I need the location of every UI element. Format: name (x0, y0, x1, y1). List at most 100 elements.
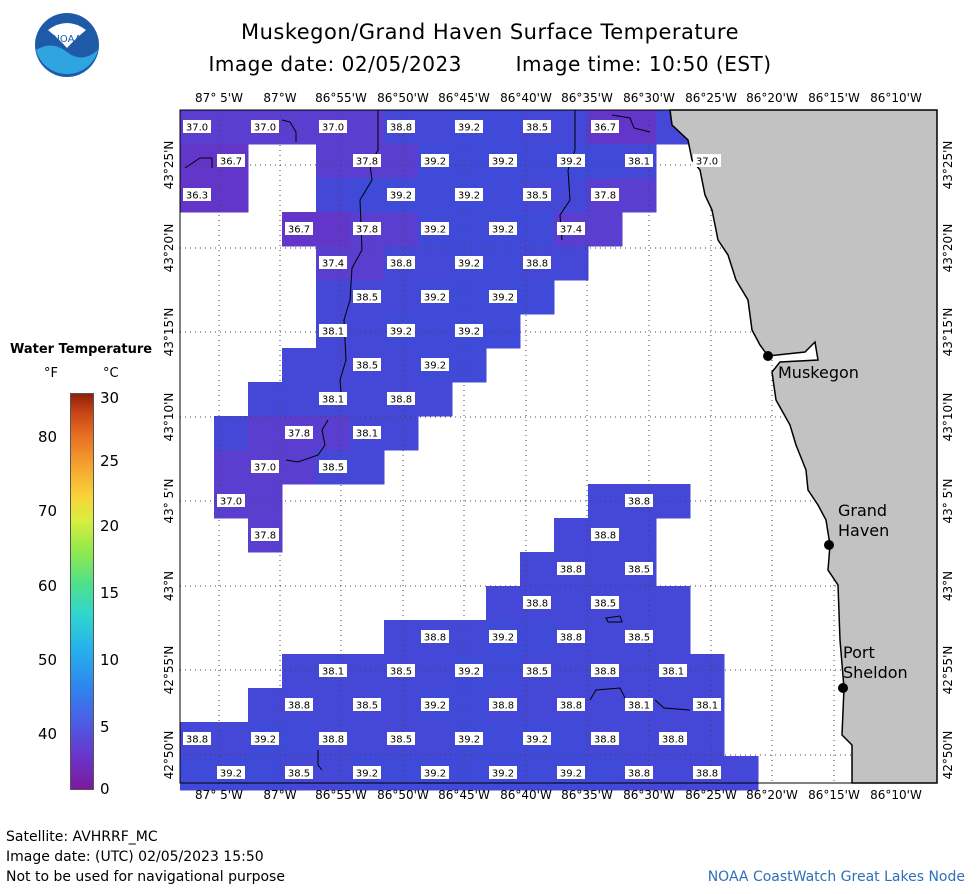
water-temperature-field (180, 110, 759, 791)
temperature-value: 39.2 (220, 769, 242, 780)
temperature-value: 38.1 (322, 327, 344, 338)
water-cell (214, 178, 249, 213)
longitude-label: 86°45'W (438, 788, 490, 802)
water-cell (554, 110, 589, 145)
water-cell (588, 144, 623, 179)
water-cell (554, 178, 589, 213)
temperature-label-box (557, 766, 585, 779)
water-cell (384, 280, 419, 315)
map-frame (179, 109, 938, 784)
water-cell (452, 756, 487, 791)
water-cell (384, 620, 419, 655)
water-cell (384, 348, 419, 383)
latitude-label: 43° 5'N (162, 479, 176, 524)
temperature-label-box (353, 698, 381, 711)
water-cell (452, 280, 487, 315)
water-cell (452, 144, 487, 179)
temperature-label-box (387, 256, 415, 269)
water-cell (384, 212, 419, 247)
footer-satellite: Satellite: AVHRRF_MC (6, 829, 158, 845)
temperature-label-box (591, 732, 619, 745)
water-cell (248, 756, 283, 791)
temperature-value: 38.5 (526, 667, 548, 678)
water-cell (248, 416, 283, 451)
temperature-label-box (557, 698, 585, 711)
temperature-value: 39.2 (560, 157, 582, 168)
temperature-label-box (659, 664, 687, 677)
water-cell (350, 178, 385, 213)
temperature-value: 37.0 (254, 463, 276, 474)
longitude-label: 87°W (263, 91, 296, 105)
temperature-value: 38.5 (526, 191, 548, 202)
temperature-label-box (591, 664, 619, 677)
longitude-label: 86°10'W (870, 788, 922, 802)
temperature-label-box (455, 120, 483, 133)
temperature-label-box (319, 664, 347, 677)
water-cell (316, 688, 351, 723)
temperature-label-box (625, 494, 653, 507)
temperature-label-box (523, 188, 551, 201)
temperature-value: 38.5 (628, 565, 650, 576)
legend-c-tick: 5 (100, 718, 110, 736)
water-cell (350, 450, 385, 485)
temperature-label-box (489, 630, 517, 643)
city-markers: Muskegon Grand Haven Port Sheldon (763, 351, 908, 693)
longitude-label: 86°25'W (685, 788, 737, 802)
temperature-label-box (183, 120, 211, 133)
water-cell (350, 314, 385, 349)
water-cell (418, 382, 453, 417)
legend-title: Water Temperature (10, 342, 153, 357)
water-cell (282, 654, 317, 689)
temperature-value: 38.8 (628, 769, 650, 780)
temperature-label-box (353, 154, 381, 167)
longitude-label: 86°50'W (377, 91, 429, 105)
temperature-label-box (387, 732, 415, 745)
latitude-label: 42°55'N (941, 646, 955, 695)
water-cell (690, 722, 725, 757)
water-cell (418, 654, 453, 689)
temperature-label-box (591, 188, 619, 201)
water-cell (588, 620, 623, 655)
water-cell (350, 110, 385, 145)
water-cell (622, 654, 657, 689)
temperature-label-box (557, 222, 585, 235)
latitude-label: 43°25'N (941, 141, 955, 190)
temperature-value: 39.2 (492, 157, 514, 168)
temperature-label-box (489, 222, 517, 235)
water-cell (248, 382, 283, 417)
temperature-label-box (353, 290, 381, 303)
temperature-label-box (455, 664, 483, 677)
temperature-label-box (251, 732, 279, 745)
legend-f-tick: 50 (38, 651, 58, 669)
water-cell (690, 654, 725, 689)
water-cell (418, 246, 453, 281)
water-cell (384, 144, 419, 179)
water-cell (180, 756, 215, 791)
temperature-label-box (319, 392, 347, 405)
water-cell (520, 212, 555, 247)
temperature-value: 38.8 (560, 701, 582, 712)
temperature-value: 38.1 (696, 701, 718, 712)
temperature-value: 39.2 (424, 157, 446, 168)
temperature-value: 39.2 (424, 769, 446, 780)
temperature-label-box (421, 154, 449, 167)
city-port-sheldon-line1: Port (843, 643, 875, 662)
temperature-label-box (183, 732, 211, 745)
temperature-label-box (285, 426, 313, 439)
temperature-value: 38.5 (526, 123, 548, 134)
temperature-label-box (319, 256, 347, 269)
temperature-value: 37.4 (322, 259, 344, 270)
muskegon-marker (763, 351, 773, 361)
temperature-label-box (387, 324, 415, 337)
temperature-label-box (251, 460, 279, 473)
temperature-value: 38.8 (424, 633, 446, 644)
temperature-value: 38.8 (560, 633, 582, 644)
longitude-label: 87° 5'W (195, 91, 243, 105)
latitude-label: 43°15'N (162, 308, 176, 357)
water-cell (520, 552, 555, 587)
longitude-label: 87°W (263, 788, 296, 802)
temperature-value: 38.8 (594, 531, 616, 542)
temperature-value: 39.2 (458, 191, 480, 202)
water-cell (350, 654, 385, 689)
image-time: Image time: 10:50 (EST) (515, 52, 772, 76)
